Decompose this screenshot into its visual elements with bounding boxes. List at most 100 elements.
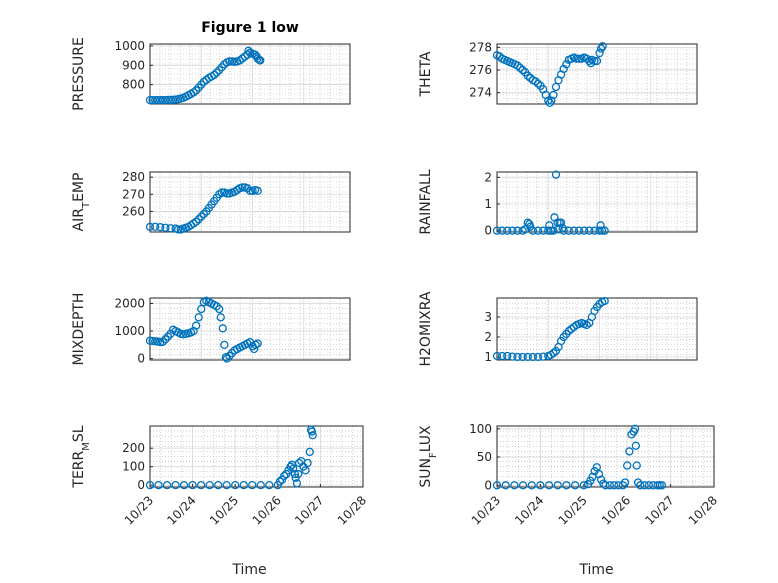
data-point [625,447,634,456]
axes-air_temp: 260 270 280 AIRTEMP [71,170,351,234]
axes-box [496,297,698,361]
chart-title: Figure 1 low [201,20,299,36]
data-point [620,478,630,487]
data-point [523,71,532,80]
data-point [503,226,512,235]
y-axis-label: AIRTEMP [71,173,92,232]
data-point [546,226,555,235]
ytick-label: 100 [469,422,492,436]
data-point [275,477,285,486]
data-point [305,447,314,457]
data-point [533,352,543,362]
data-point [245,186,255,196]
axes-box [496,171,698,233]
data-point [630,424,640,433]
data-point [508,226,517,235]
data-point [590,56,599,66]
x-axis-label: Time [578,562,613,578]
data-point [562,481,571,490]
ytick-label: 200 [122,441,145,455]
xtick-label: 10/28 [335,493,369,527]
data-point [518,352,527,362]
xtick-label: 10/24 [512,493,546,527]
data-point [294,469,303,479]
data-point [585,226,594,235]
data-point [156,223,165,232]
xtick-label: 10/27 [642,493,676,527]
data-point [631,441,641,450]
data-point [161,95,170,105]
ytick-label: 280 [122,170,145,184]
data-point [251,340,260,349]
data-point [539,226,548,235]
data-point [194,313,203,322]
xtick-label: 10/25 [556,493,590,527]
y-axis-label: SUNFLUX [418,425,439,488]
data-point [225,351,234,361]
xtick-label: 10/26 [250,493,284,527]
data-point [600,296,609,306]
data-point [528,226,538,235]
data-point [582,54,591,63]
data-point [513,352,522,362]
data-point [163,95,173,105]
axes-box [149,43,351,105]
data-point [222,189,232,198]
ytick-label: 274 [469,86,492,100]
data-point [513,226,522,235]
data-point [545,98,554,108]
data-point [238,183,247,192]
data-point [510,481,519,490]
ytick-label: 278 [469,40,492,54]
ytick-label: 260 [122,204,145,218]
ytick-label: 900 [122,58,145,72]
data-point [564,326,573,336]
data-point [528,352,538,362]
data-point [497,351,507,361]
axes-box [149,425,364,488]
data-point [156,95,165,105]
axes-box [149,297,351,361]
data-point [536,481,545,490]
data-point [217,188,226,197]
data-point [657,481,667,490]
data-point [531,77,540,86]
data-point [574,54,584,63]
data-point [221,353,231,362]
data-point [492,226,502,235]
data-point [197,212,206,221]
data-point [549,90,558,100]
data-point [239,481,248,490]
data-point [544,96,553,105]
data-point [163,332,173,341]
ytick-label: 50 [477,450,492,464]
data-point [145,222,155,232]
data-point [231,481,240,490]
data-point [546,350,555,360]
ytick-label: 3 [484,310,492,324]
data-point [220,340,229,349]
ytick-label: 800 [122,78,145,92]
data-point [523,352,532,362]
axes-box [496,43,698,105]
data-point [544,481,554,490]
data-point [292,479,302,488]
data-point [564,226,573,235]
data-point [158,95,167,105]
data-point [171,481,180,490]
data-point [148,95,157,105]
y-axis-label: THETA [418,51,434,97]
ytick-label: 2000 [114,297,145,311]
data-point [549,226,558,235]
data-point [553,481,562,490]
data-point [215,304,224,314]
data-point [150,95,160,105]
data-point [205,481,214,490]
data-point [253,339,262,348]
data-point [265,481,274,490]
data-point [551,82,561,92]
data-point [218,324,227,333]
data-point [595,48,604,58]
data-point [539,352,548,361]
axes-terr_msl: 0 100 200 10/23 10/24 10/25 10/26 10/27 10/28 Tim… [71,425,369,578]
